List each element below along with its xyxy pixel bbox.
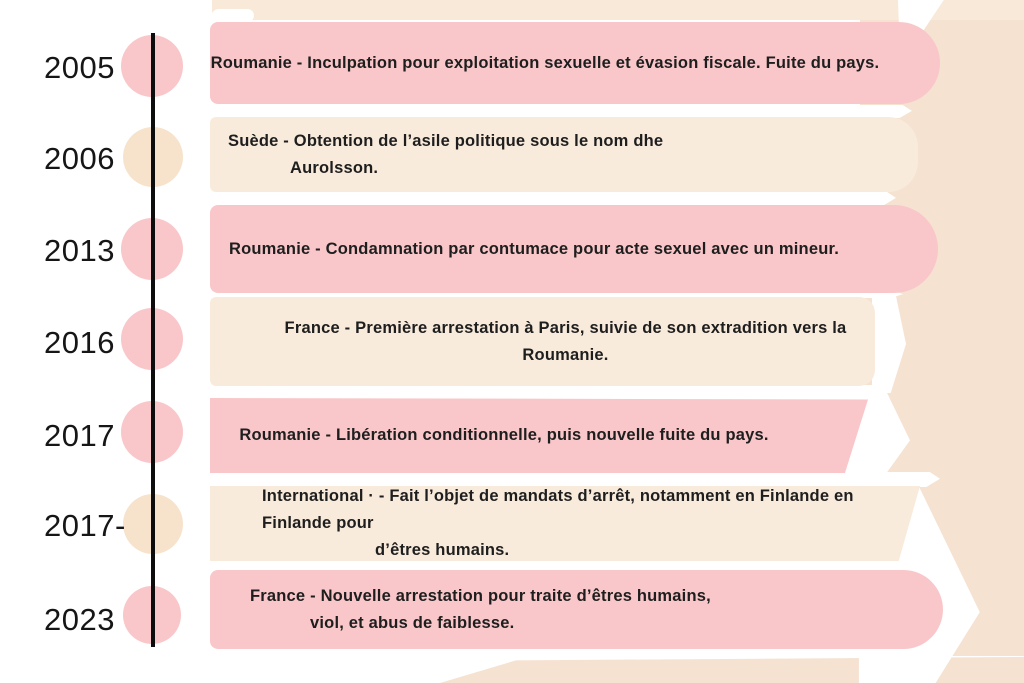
year-label-2016: 2016 [44, 325, 115, 360]
year-label-2017: 2017 [44, 418, 115, 453]
background-gap-strip [600, 192, 896, 205]
year-label-2005: 2005 [44, 50, 115, 85]
background-gap-strip [600, 648, 940, 657]
background-gap-strip [600, 385, 888, 399]
event-text-line: Roumanie - Libération conditionnelle, pu… [239, 426, 769, 444]
background-gap-strip [600, 560, 868, 571]
timeline-line [151, 33, 155, 647]
year-label-2013: 2013 [44, 233, 115, 268]
event-banner-2005: Roumanie - Inculpation pour exploitation… [210, 22, 940, 104]
event-text-line: France - Première arrestation à Paris, s… [284, 318, 847, 364]
event-banner-2023: France - Nouvelle arrestation pour trait… [210, 570, 943, 649]
event-banner-2013: Roumanie - Condamnation par contumace po… [210, 205, 938, 293]
year-label-2017b: 2017- [44, 508, 126, 543]
event-text-line: International · - Fait l’objet de mandat… [262, 487, 854, 532]
event-text-line: Aurolsson. [290, 158, 379, 177]
year-label-2023: 2023 [44, 602, 115, 637]
background-gap-strip [600, 291, 903, 298]
event-text-line: France - Nouvelle arrestation pour trait… [250, 586, 711, 605]
background-gap-strip [600, 472, 940, 487]
event-text-line: viol, et abus de faiblesse. [310, 613, 515, 632]
event-banner-2006: Suède - Obtention de l’asile politique s… [210, 117, 918, 192]
event-banner-2016: France - Première arrestation à Paris, s… [210, 297, 875, 386]
event-banner-2017: Roumanie - Libération conditionnelle, pu… [210, 398, 868, 473]
background-gap-strip [600, 105, 912, 118]
event-text-line: Suède - Obtention de l’asile politique s… [228, 131, 664, 150]
background-top-notch [212, 9, 254, 22]
event-text-line: d’êtres humains. [375, 541, 510, 559]
background-top-band [212, 0, 1024, 20]
year-label-2006: 2006 [44, 141, 115, 176]
event-banner-2017b: International · - Fait l’objet de mandat… [210, 486, 920, 561]
event-text-line: Roumanie - Inculpation pour exploitation… [210, 53, 880, 72]
event-text-line: Roumanie - Condamnation par contumace po… [229, 239, 839, 258]
